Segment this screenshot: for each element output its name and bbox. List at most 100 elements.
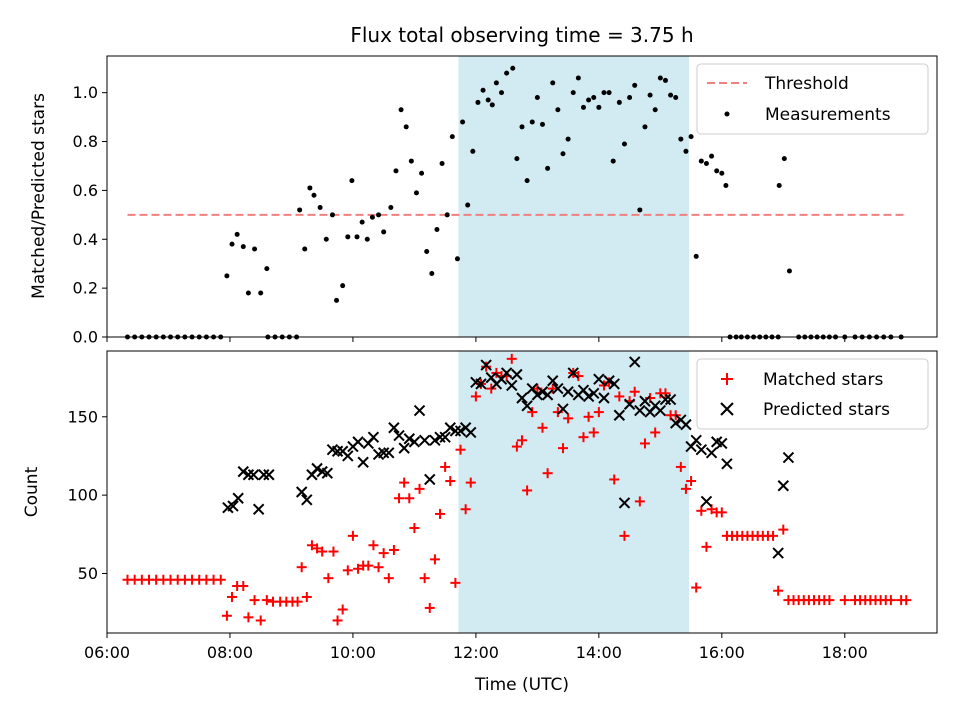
measurement-point-19 xyxy=(252,246,258,252)
matched-star-point-63 xyxy=(481,361,492,372)
matched-star-point-90 xyxy=(619,530,630,541)
matched-star-point-34 xyxy=(332,615,343,626)
predicted-star-point-74 xyxy=(629,356,641,368)
top-panel: 0.0 0.2 0.4 0.6 0.8 1.0 Matched/Predicted sta… xyxy=(29,55,938,347)
predicted-star-point-81 xyxy=(664,393,677,406)
matched-star-point-55 xyxy=(440,461,451,472)
measurement-point-48 xyxy=(408,158,414,164)
measurement-point-79 xyxy=(565,136,571,142)
predicted-star-point-69 xyxy=(603,375,615,387)
top-ytick-label-5: 1.0 xyxy=(73,83,98,102)
predicted-star-point-94 xyxy=(777,480,790,492)
predicted-star-point-25 xyxy=(377,447,390,459)
predicted-star-point-28 xyxy=(393,429,405,442)
measurement-point-76 xyxy=(550,80,556,86)
matched-star-point-94 xyxy=(639,438,650,449)
matched-star-point-21 xyxy=(261,595,272,606)
predicted-star-point-53 xyxy=(521,400,533,412)
measurement-point-70 xyxy=(519,124,525,130)
predicted-star-point-92 xyxy=(721,458,733,470)
measurement-point-50 xyxy=(419,170,425,176)
measurement-point-67 xyxy=(504,70,510,76)
measurement-point-49 xyxy=(413,190,419,196)
matched-star-point-88 xyxy=(609,474,620,485)
predicted-star-point-52 xyxy=(516,392,528,404)
bottom-xtick-label-3: 12:00 xyxy=(453,643,499,662)
predicted-star-point-65 xyxy=(582,390,595,403)
measurement-point-66 xyxy=(499,90,505,96)
measurement-point-109 xyxy=(719,170,725,176)
matched-star-point-49 xyxy=(409,523,420,534)
measurement-point-60 xyxy=(470,148,476,154)
measurement-point-16 xyxy=(234,231,240,237)
measurement-point-42 xyxy=(376,212,382,218)
predicted-star-point-59 xyxy=(552,382,564,395)
measurement-point-104 xyxy=(693,253,699,259)
measurement-point-121 xyxy=(781,156,787,162)
bottom-legend: Matched stars Predicted stars xyxy=(696,358,929,430)
predicted-star-point-76 xyxy=(639,395,651,407)
measurement-point-41 xyxy=(369,214,375,220)
measurement-point-91 xyxy=(627,95,633,101)
matched-star-point-119 xyxy=(768,530,779,541)
matched-star-point-33 xyxy=(328,546,339,557)
measurement-point-86 xyxy=(601,90,607,96)
measurement-point-62 xyxy=(480,87,486,93)
top-ytick-label-2: 0.4 xyxy=(73,230,98,249)
measurement-point-30 xyxy=(311,192,317,198)
measurement-point-92 xyxy=(632,82,638,88)
top-legend: Threshold Measurements xyxy=(696,63,929,135)
measurement-point-34 xyxy=(334,297,340,303)
matched-star-point-89 xyxy=(614,391,625,402)
measurement-point-87 xyxy=(606,90,612,96)
top-ytick-label-3: 0.6 xyxy=(73,181,98,200)
bottom-ytick-label-2: 150 xyxy=(67,407,98,426)
matched-star-point-69 xyxy=(511,441,522,452)
top-y-ticks: 0.0 0.2 0.4 0.6 0.8 1.0 xyxy=(73,83,107,347)
top-x-ticks xyxy=(106,337,846,342)
matched-star-point-79 xyxy=(563,413,574,424)
predicted-star-point-88 xyxy=(700,495,713,508)
measurement-point-58 xyxy=(460,119,466,125)
bottom-y-axis-label: Count xyxy=(22,466,42,517)
measurement-point-17 xyxy=(240,244,246,250)
matched-star-point-60 xyxy=(465,477,476,488)
matched-star-point-85 xyxy=(593,407,604,418)
predicted-star-point-30 xyxy=(403,433,415,445)
predicted-star-point-75 xyxy=(634,404,646,417)
measurement-point-96 xyxy=(652,107,658,113)
bottom-x-ticks: 06:00 08:00 10:00 12:00 14:00 16:00 18:00 xyxy=(84,633,868,662)
matched-star-point-31 xyxy=(317,546,328,557)
predicted-star-point-12 xyxy=(311,462,323,475)
matched-star-point-29 xyxy=(306,540,317,551)
measurement-point-89 xyxy=(616,99,622,105)
legend-measurements-swatch xyxy=(724,111,730,117)
predicted-star-point-60 xyxy=(557,403,569,415)
legend-measurements-label: Measurements xyxy=(765,105,891,125)
matched-star-point-28 xyxy=(301,591,312,602)
matched-star-point-14 xyxy=(221,610,232,621)
matched-star-point-51 xyxy=(419,573,430,584)
legend-predicted-label: Predicted stars xyxy=(763,400,890,420)
matched-star-point-109 xyxy=(716,507,727,518)
bottom-ytick-label-0: 50 xyxy=(78,564,98,583)
matched-star-point-30 xyxy=(312,543,323,554)
predicted-star-point-36 xyxy=(434,431,446,443)
predicted-star-point-66 xyxy=(588,387,600,400)
measurement-point-38 xyxy=(354,234,360,240)
matched-star-point-35 xyxy=(337,604,348,615)
measurement-point-78 xyxy=(560,151,566,157)
predicted-star-point-14 xyxy=(321,467,334,479)
measurement-point-98 xyxy=(662,77,668,83)
predicted-star-point-87 xyxy=(695,443,708,456)
bottom-xtick-label-5: 16:00 xyxy=(699,643,745,662)
measurement-point-52 xyxy=(429,270,435,276)
predicted-star-point-4 xyxy=(242,469,255,481)
predicted-star-point-7 xyxy=(258,469,270,481)
measurement-point-39 xyxy=(359,219,365,225)
matched-star-point-54 xyxy=(435,508,446,519)
matched-star-point-46 xyxy=(394,493,405,504)
predicted-star-point-50 xyxy=(506,379,518,392)
predicted-star-point-80 xyxy=(659,393,672,406)
predicted-star-point-62 xyxy=(567,367,579,379)
